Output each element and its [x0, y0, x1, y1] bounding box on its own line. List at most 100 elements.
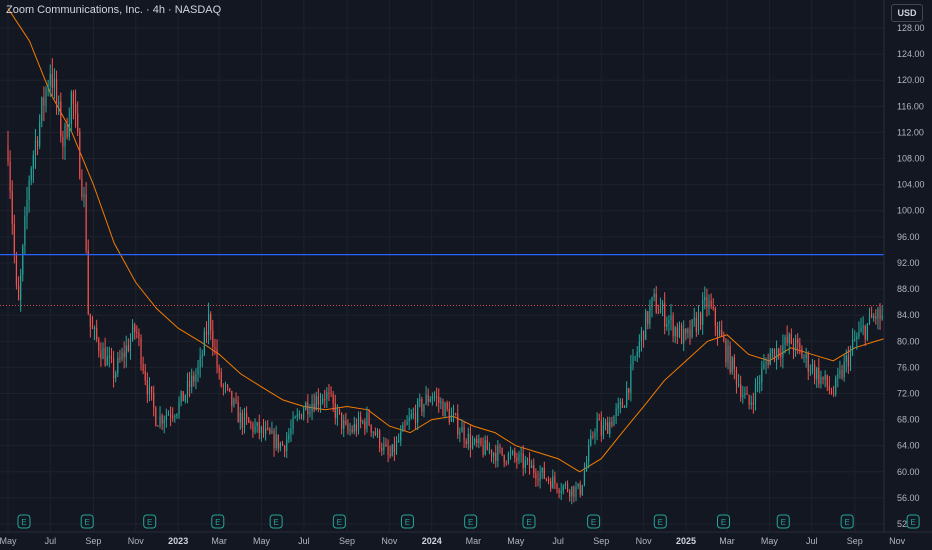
candle-body-up — [440, 401, 442, 403]
earnings-marker-box — [464, 514, 478, 529]
candle-body-down — [328, 392, 330, 394]
candle-body-up — [376, 430, 379, 436]
candle-body-up — [816, 367, 818, 379]
earnings-marker[interactable]: E — [840, 514, 854, 529]
candle-body-down — [241, 412, 243, 428]
earnings-marker[interactable]: E — [17, 514, 31, 529]
candle-body-up — [303, 410, 305, 419]
candle-body-up — [811, 364, 814, 371]
earnings-marker-label: E — [844, 518, 849, 527]
earnings-marker[interactable]: E — [776, 514, 790, 529]
candle-body-up — [286, 439, 288, 452]
price-tick-label: 128.00 — [897, 23, 925, 33]
price-tick-label: 88.00 — [897, 284, 920, 294]
earnings-marker[interactable]: E — [716, 514, 730, 529]
candle-body-up — [858, 331, 860, 337]
candle-body-down — [300, 414, 303, 419]
candle-body-up — [520, 453, 522, 455]
candle-body-up — [24, 216, 26, 246]
earnings-marker[interactable]: E — [80, 514, 94, 529]
earnings-marker[interactable]: E — [211, 514, 225, 529]
candle-body-up — [564, 483, 567, 486]
candle-body-down — [77, 113, 79, 132]
earnings-marker[interactable]: E — [332, 514, 346, 529]
candle-body-down — [573, 486, 575, 497]
candle-body-up — [497, 446, 499, 462]
earnings-marker[interactable]: E — [906, 514, 920, 529]
candle-body-up — [106, 356, 108, 366]
candle-body-down — [514, 451, 516, 458]
candle-body-down — [832, 393, 835, 395]
currency-button[interactable]: USD — [891, 4, 923, 22]
candle-body-up — [398, 440, 400, 442]
candle-body-up — [702, 300, 704, 325]
candle-body-up — [488, 449, 491, 451]
earnings-marker[interactable]: E — [522, 514, 536, 529]
candle-body-up — [26, 200, 28, 217]
candle-body-down — [847, 355, 849, 367]
earnings-marker[interactable]: E — [653, 514, 667, 529]
candle-body-up — [638, 341, 640, 353]
earnings-marker-label: E — [273, 518, 278, 527]
candle-body-up — [744, 393, 746, 396]
price-axis[interactable]: 52.0056.0060.0064.0068.0072.0076.0080.00… — [883, 0, 932, 550]
earnings-marker[interactable]: E — [143, 514, 157, 529]
candle-body-up — [541, 467, 543, 473]
candle-body-down — [218, 367, 220, 373]
candle-body-up — [602, 425, 605, 436]
candle-body-down — [231, 390, 233, 406]
candle-body-up — [737, 384, 740, 386]
time-axis[interactable]: May Jul Sep Nov 2023 Mar May Jul Sep Nov 2024 Mar Ma… — [0, 531, 932, 546]
candle-body-up — [575, 487, 577, 497]
time-tick-label: Nov — [636, 536, 653, 546]
candle-body-down — [516, 457, 518, 462]
candle-body-up — [305, 402, 307, 411]
candle-body-down — [119, 357, 121, 360]
candle-body-down — [144, 370, 146, 381]
candle-body-down — [505, 462, 507, 464]
candle-body-down — [72, 92, 75, 104]
candle-body-up — [279, 442, 281, 449]
candle-body-up — [372, 431, 374, 433]
candle-body-up — [839, 370, 841, 375]
candle-body-down — [695, 317, 697, 332]
candle-body-up — [117, 357, 119, 374]
horizontal-line-layer[interactable]: 93.2785.4903:25:06 — [0, 248, 932, 324]
earnings-marker[interactable]: E — [269, 514, 283, 529]
candle-body-up — [651, 297, 653, 308]
earnings-marker[interactable]: E — [587, 514, 601, 529]
earnings-marker-label: E — [910, 518, 915, 527]
candle-body-up — [512, 451, 514, 454]
candle-body-down — [657, 312, 659, 314]
candle-body-up — [862, 326, 864, 328]
candle-body-down — [712, 306, 714, 309]
price-tick-label: 60.00 — [897, 467, 920, 477]
candle-body-up — [319, 401, 322, 405]
candle-body-up — [788, 334, 790, 344]
candle-body-up — [315, 396, 317, 411]
candle-body-up — [58, 101, 60, 104]
candle-body-down — [740, 384, 742, 398]
candle-body-up — [467, 434, 469, 445]
candle-body-down — [729, 346, 731, 373]
candle-body-down — [262, 426, 265, 434]
candle-body-down — [735, 369, 738, 385]
candle-body-down — [153, 392, 155, 408]
candle-body-down — [826, 375, 828, 387]
price-tick-label: 96.00 — [897, 232, 920, 242]
earnings-marker-label: E — [721, 518, 726, 527]
candle-body-down — [214, 346, 216, 349]
candle-body-up — [803, 357, 805, 359]
earnings-marker[interactable]: E — [400, 514, 414, 529]
candle-body-up — [32, 155, 34, 169]
candle-body-down — [142, 364, 144, 371]
candle-body-up — [410, 414, 412, 418]
earnings-marker[interactable]: E — [464, 514, 478, 529]
candle-body-down — [556, 483, 558, 491]
candle-body-up — [197, 366, 199, 375]
candle-body-down — [210, 314, 212, 331]
candle-body-up — [83, 193, 85, 198]
candle-body-down — [680, 325, 683, 344]
